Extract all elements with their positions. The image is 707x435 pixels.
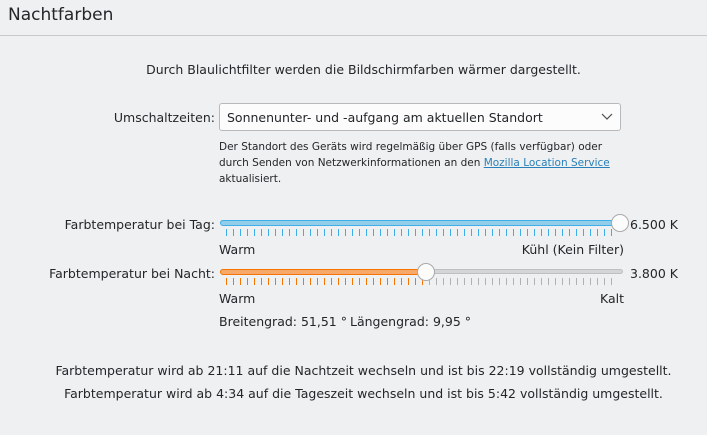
night-temp-ticks bbox=[226, 278, 616, 285]
latitude-text: Breitengrad: 51,51 ° bbox=[219, 314, 347, 329]
day-temp-thumb[interactable] bbox=[611, 214, 629, 232]
mozilla-location-service-link[interactable]: Mozilla Location Service bbox=[483, 157, 610, 169]
switch-times-label: Umschaltzeiten: bbox=[113, 110, 215, 125]
switch-times-value: Sonnenunter- und -aufgang am aktuellen S… bbox=[227, 110, 543, 125]
night-temp-fill bbox=[220, 269, 425, 275]
night-temp-value: 3.800 K bbox=[630, 266, 678, 281]
page-header: Nachtfarben bbox=[0, 0, 707, 36]
night-temp-thumb[interactable] bbox=[417, 263, 435, 281]
longitude-text: Längengrad: 9,95 ° bbox=[350, 314, 472, 329]
night-temp-label: Farbtemperatur bei Nacht: bbox=[49, 266, 215, 281]
night-temp-min-label: Warm bbox=[219, 291, 256, 306]
day-temp-value: 6.500 K bbox=[630, 217, 678, 232]
day-temp-fill bbox=[220, 220, 619, 226]
help-line-2: durch Senden von Netzwerkinformationen a… bbox=[219, 155, 610, 171]
help-line-1: Der Standort des Geräts wird regelmäßig … bbox=[219, 141, 603, 153]
page-title: Nachtfarben bbox=[8, 5, 114, 25]
night-temp-slider[interactable] bbox=[220, 263, 624, 287]
day-temp-max-label: Kühl (Kein Filter) bbox=[521, 242, 624, 257]
day-temp-slider[interactable] bbox=[220, 214, 629, 238]
day-temp-ticks bbox=[226, 229, 616, 236]
location-help-text: Der Standort des Geräts wird regelmäßig … bbox=[219, 139, 610, 187]
chevron-down-icon bbox=[601, 113, 613, 120]
day-temp-label: Farbtemperatur bei Tag: bbox=[64, 217, 215, 232]
night-schedule-text: Farbtemperatur wird ab 21:11 auf die Nac… bbox=[55, 363, 672, 378]
help-line-3: aktualisiert. bbox=[219, 173, 282, 185]
help-line-2-text: durch Senden von Netzwerkinformationen a… bbox=[219, 157, 484, 169]
intro-text: Durch Blaulichtfilter werden die Bildsch… bbox=[146, 62, 581, 77]
night-temp-max-label: Kalt bbox=[599, 291, 624, 306]
switch-times-dropdown[interactable]: Sonnenunter- und -aufgang am aktuellen S… bbox=[219, 103, 621, 131]
day-schedule-text: Farbtemperatur wird ab 4:34 auf die Tage… bbox=[64, 386, 663, 401]
day-temp-min-label: Warm bbox=[219, 242, 256, 257]
